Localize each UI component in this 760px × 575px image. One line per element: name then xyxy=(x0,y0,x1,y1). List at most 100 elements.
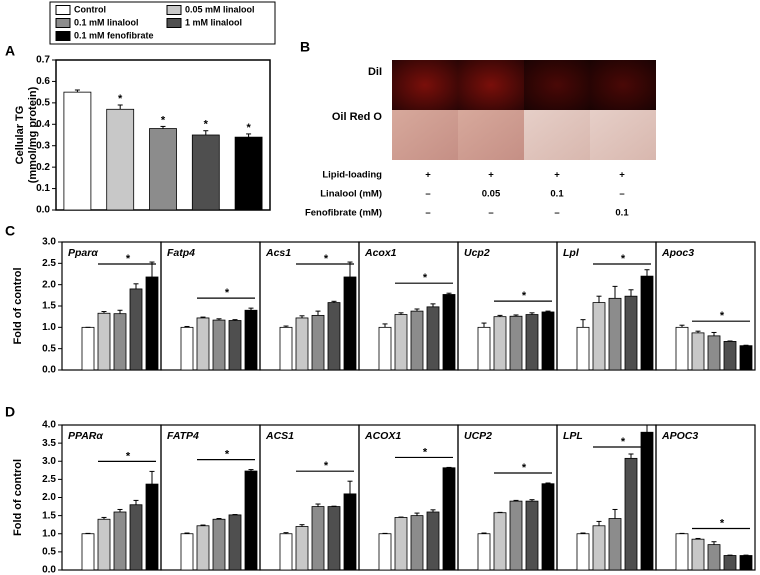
bar xyxy=(63,91,92,211)
bar xyxy=(129,288,143,371)
bar xyxy=(576,533,590,571)
legend-swatch xyxy=(55,18,71,28)
y-tick-label: 0.0 xyxy=(42,365,56,376)
y-tick-label: 3.0 xyxy=(42,456,56,467)
bar xyxy=(410,515,424,571)
bar xyxy=(691,538,705,571)
bar xyxy=(97,518,111,571)
condition-value: 0.1 xyxy=(615,208,629,219)
facet-frame xyxy=(655,241,756,371)
significance-star: * xyxy=(621,436,626,448)
dii-image xyxy=(524,60,590,110)
legend-label: 0.1 mM fenofibrate xyxy=(74,30,154,40)
bar xyxy=(196,317,210,371)
bar xyxy=(608,518,622,571)
significance-star: * xyxy=(621,253,626,265)
bar xyxy=(180,533,194,571)
bar xyxy=(191,134,220,211)
condition-value: + xyxy=(619,170,625,181)
bar xyxy=(145,483,159,571)
bar xyxy=(640,431,654,571)
y-tick-label: 2.0 xyxy=(42,492,56,503)
significance-star: * xyxy=(324,460,329,472)
bar xyxy=(295,526,309,571)
condition-value: 0.05 xyxy=(482,189,501,200)
bar xyxy=(327,302,341,371)
facet-title: Fatp4 xyxy=(167,247,195,259)
y-axis-label: Fold of control xyxy=(12,268,24,345)
bar xyxy=(442,467,456,571)
bar xyxy=(228,320,242,371)
bar xyxy=(311,506,325,571)
facet-frame xyxy=(655,424,756,571)
facet-title: Lpl xyxy=(563,247,580,259)
legend-box xyxy=(49,1,276,45)
y-tick-label: 0.0 xyxy=(36,205,50,216)
bar xyxy=(691,332,705,371)
y-tick-label: 0.7 xyxy=(36,55,50,66)
bar xyxy=(129,504,143,571)
facet-title: LPL xyxy=(563,430,583,442)
bar xyxy=(525,314,539,371)
y-tick-label: 2.5 xyxy=(42,474,56,485)
significance-star: * xyxy=(225,448,230,460)
bar xyxy=(394,517,408,571)
bar xyxy=(723,341,737,371)
y-tick-label: 0.5 xyxy=(42,343,56,354)
bar xyxy=(295,317,309,371)
bar xyxy=(624,295,638,371)
facet-title: UCP2 xyxy=(464,430,492,442)
oil-red-o-image xyxy=(392,110,458,160)
y-tick-label: 0.5 xyxy=(42,547,56,558)
y-tick-label: 1.0 xyxy=(42,322,56,333)
bar xyxy=(327,506,341,571)
condition-value: + xyxy=(488,170,494,181)
y-tick-label: 3.5 xyxy=(42,438,56,449)
facet-title: Pparα xyxy=(68,247,98,259)
y-tick-label: 0.0 xyxy=(42,565,56,575)
legend-label: 0.05 mM linalool xyxy=(185,4,255,14)
bar xyxy=(343,276,357,371)
legend-swatch xyxy=(166,5,182,15)
significance-star: * xyxy=(246,122,251,134)
bar xyxy=(106,108,135,211)
bar xyxy=(394,314,408,371)
bar xyxy=(640,275,654,371)
significance-star: * xyxy=(126,450,131,462)
bar xyxy=(608,297,622,371)
panel-label: C xyxy=(5,223,15,239)
bar xyxy=(493,316,507,371)
facet-title: ACS1 xyxy=(265,430,294,442)
bar xyxy=(426,511,440,571)
bar xyxy=(149,128,177,211)
condition-value: + xyxy=(425,170,431,181)
bar xyxy=(675,533,689,571)
bar xyxy=(509,315,523,371)
bar xyxy=(196,525,210,571)
legend-swatch xyxy=(166,18,182,28)
condition-label: Linalool (mM) xyxy=(320,189,382,200)
significance-star: * xyxy=(126,253,131,265)
condition-value: + xyxy=(554,170,560,181)
bar xyxy=(592,525,606,571)
condition-label: Lipid-loading xyxy=(322,170,382,181)
bar xyxy=(541,311,555,371)
facet-title: FATP4 xyxy=(167,430,199,442)
condition-value: 0.1 xyxy=(550,189,564,200)
facet-title: APOC3 xyxy=(661,430,698,442)
bar xyxy=(113,511,127,571)
significance-star: * xyxy=(118,93,123,105)
bar xyxy=(739,555,753,571)
y-tick-label: 3.0 xyxy=(42,237,56,248)
y-tick-label: 0.1 xyxy=(36,183,50,194)
y-tick-label: 2.5 xyxy=(42,258,56,269)
y-tick-label: 1.0 xyxy=(42,528,56,539)
bar xyxy=(228,514,242,571)
bar xyxy=(378,533,392,571)
bar xyxy=(212,319,226,371)
facet-title: ACOX1 xyxy=(364,430,401,442)
condition-value: – xyxy=(488,208,493,219)
bar xyxy=(592,302,606,371)
bar xyxy=(541,483,555,571)
